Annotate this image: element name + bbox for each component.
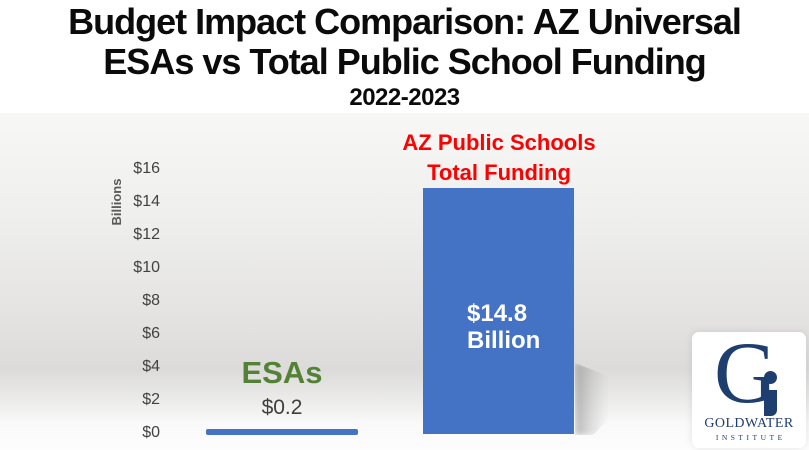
y-tick-10: $10 [133,259,160,276]
public-schools-label-line1: AZ Public Schools [402,130,596,155]
goldwater-institute-wordmark: INSTITUTE [715,433,786,442]
y-tick-14: $14 [133,193,160,210]
goldwater-i-stem-icon [764,390,777,416]
y-tick-8: $8 [142,292,160,309]
y-tick-6: $6 [142,325,160,342]
chart-plot-area: Billions $16 $14 $12 $10 $8 $6 $4 $2 $0 … [0,113,809,450]
public-schools-bar: $14.8 Billion [423,188,574,434]
y-tick-2: $2 [142,391,160,408]
page-subtitle-year: 2022-2023 [349,84,460,111]
page-title-line2: ESAs vs Total Public School Funding [103,41,706,82]
public-schools-value-line1: $14.8 [467,300,528,327]
esas-bar [206,429,358,435]
page-title-line1: Budget Impact Comparison: AZ Universal [68,1,742,42]
goldwater-institute-logo: G GOLDWATER INSTITUTE [692,326,806,448]
y-tick-12: $12 [133,226,160,243]
esas-category-label: ESAs [241,355,323,390]
public-schools-bar-shadow [575,363,608,435]
goldwater-i-dot-icon [764,371,777,384]
goldwater-wordmark: GOLDWATER [704,416,794,431]
public-schools-value-line2: Billion [467,327,541,354]
y-tick-0: $0 [142,424,160,441]
y-tick-4: $4 [142,358,160,375]
public-schools-label-line2: Total Funding [427,160,571,185]
y-tick-16: $16 [133,160,160,177]
public-schools-category-label: AZ Public Schools Total Funding [398,128,600,188]
public-schools-value-label: $14.8 Billion [467,300,540,354]
esas-value-label: $0.2 [261,396,303,419]
